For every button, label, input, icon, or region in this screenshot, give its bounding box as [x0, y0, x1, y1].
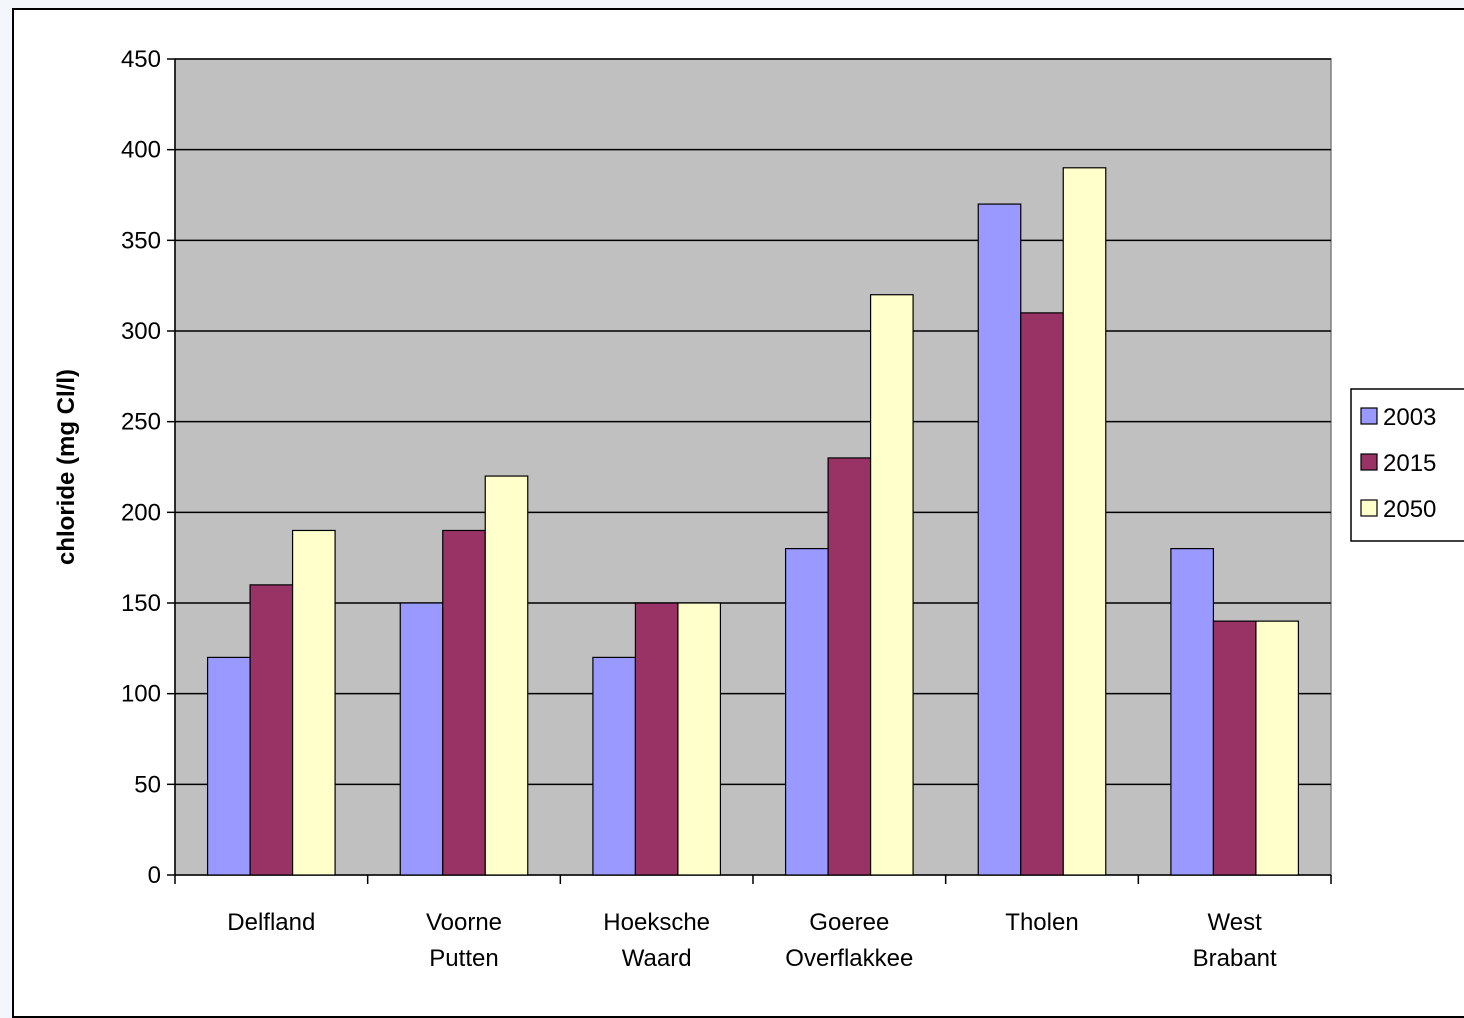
legend-label-2015: 2015: [1383, 450, 1436, 477]
bar-2015-5: [1212, 620, 1257, 876]
x-category-label: Delfland: [227, 909, 315, 936]
y-tick-label: 400: [121, 137, 161, 164]
legend-swatch-2003: [1360, 407, 1378, 425]
bar-2050-3: [869, 294, 914, 876]
y-tick-label: 0: [148, 862, 161, 889]
bar-2050-0: [291, 529, 336, 876]
x-category-label: Waard: [622, 945, 692, 972]
bar-2050-1: [484, 475, 529, 876]
y-tick-label: 50: [134, 771, 161, 798]
x-category-label: Overflakkee: [785, 945, 913, 972]
legend-label-2003: 2003: [1383, 404, 1436, 431]
x-category-label: Goeree: [809, 909, 889, 936]
bar-2050-2: [677, 602, 722, 876]
legend-swatch-2050: [1360, 499, 1378, 517]
y-axis-title: chloride (mg Cl/l): [53, 369, 80, 565]
legend-swatch-2015: [1360, 453, 1378, 471]
bar-2003-1: [399, 602, 444, 876]
y-tick-label: 350: [121, 227, 161, 254]
bar-2015-3: [827, 457, 872, 876]
bar-2003-2: [592, 656, 637, 876]
bar-2003-3: [784, 547, 829, 876]
plot-area: [174, 58, 1332, 876]
bar-2003-4: [977, 203, 1022, 876]
y-tick-label: 300: [121, 318, 161, 345]
bar-2015-2: [634, 602, 679, 876]
x-category-label: Hoeksche: [603, 909, 710, 936]
bar-2015-1: [442, 529, 486, 876]
bar-2015-4: [1020, 312, 1064, 876]
y-tick-label: 450: [121, 46, 161, 73]
x-category-label: West: [1208, 909, 1263, 936]
y-tick-label: 200: [121, 499, 161, 526]
x-category-label: Voorne: [426, 909, 502, 936]
y-tick-label: 150: [121, 590, 161, 617]
bar-2003-0: [206, 656, 251, 876]
bar-2003-5: [1170, 547, 1215, 876]
x-category-label: Brabant: [1193, 945, 1277, 972]
x-category-label: Tholen: [1005, 909, 1078, 936]
bar-2015-0: [249, 584, 294, 876]
x-category-label: Putten: [429, 945, 498, 972]
bar-2050-4: [1062, 167, 1107, 876]
bar-2050-5: [1255, 620, 1300, 876]
y-tick-label: 250: [121, 409, 161, 436]
y-tick-label: 100: [121, 681, 161, 708]
legend-label-2050: 2050: [1383, 496, 1436, 523]
